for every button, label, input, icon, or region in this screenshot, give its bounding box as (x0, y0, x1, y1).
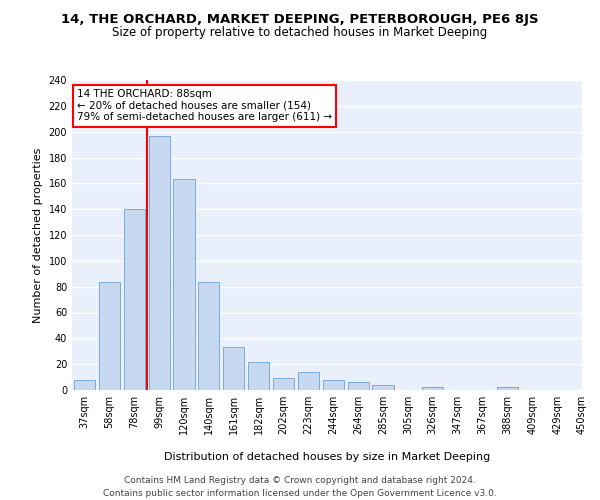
Bar (497, 388, 518, 390)
Bar (223, 348, 244, 390)
Y-axis label: Number of detached properties: Number of detached properties (33, 148, 43, 322)
Bar (298, 372, 319, 390)
Text: 14 THE ORCHARD: 88sqm
← 20% of detached houses are smaller (154)
79% of semi-det: 14 THE ORCHARD: 88sqm ← 20% of detached … (77, 90, 332, 122)
Bar (124, 209, 145, 390)
Bar (149, 136, 170, 390)
Bar (198, 282, 220, 390)
Bar (373, 385, 394, 390)
Text: 14, THE ORCHARD, MARKET DEEPING, PETERBOROUGH, PE6 8JS: 14, THE ORCHARD, MARKET DEEPING, PETERBO… (61, 12, 539, 26)
Bar (74, 380, 95, 390)
Bar (99, 282, 120, 390)
Text: Size of property relative to detached houses in Market Deeping: Size of property relative to detached ho… (112, 26, 488, 39)
Bar (323, 380, 344, 390)
Bar (248, 362, 269, 390)
Text: Distribution of detached houses by size in Market Deeping: Distribution of detached houses by size … (164, 452, 490, 462)
Bar (347, 382, 368, 390)
Bar (273, 378, 294, 390)
Text: Contains HM Land Registry data © Crown copyright and database right 2024.
Contai: Contains HM Land Registry data © Crown c… (103, 476, 497, 498)
Bar (422, 388, 443, 390)
Bar (173, 180, 194, 390)
